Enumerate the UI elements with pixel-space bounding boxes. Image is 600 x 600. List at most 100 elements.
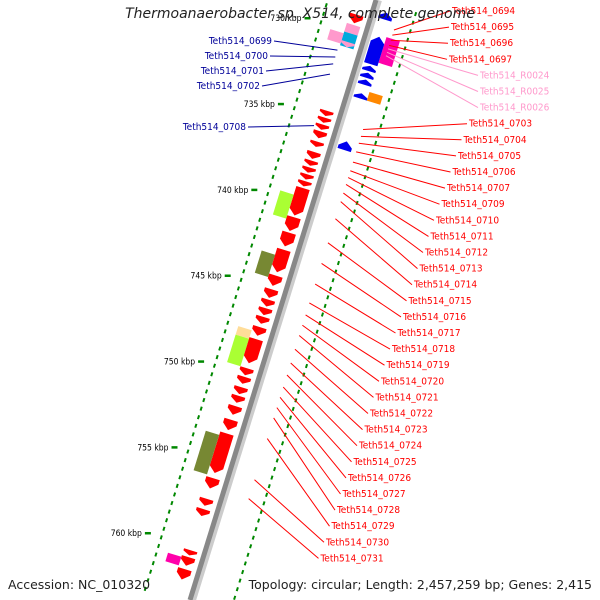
- left-gene-label[interactable]: Teth514_0699: [208, 36, 272, 47]
- gene-feature[interactable]: [165, 552, 182, 566]
- gene-feature[interactable]: [227, 334, 249, 367]
- gene-feature[interactable]: [284, 215, 301, 231]
- right-gene-label[interactable]: Teth514_0704: [463, 135, 527, 146]
- gene-feature[interactable]: [272, 247, 291, 273]
- gene-feature[interactable]: [319, 108, 334, 116]
- gene-feature[interactable]: [297, 179, 312, 187]
- gene-feature[interactable]: [378, 37, 400, 67]
- right-gene-label[interactable]: Teth514_0722: [369, 409, 433, 420]
- gene-feature[interactable]: [272, 190, 294, 219]
- right-label-connector: [360, 135, 462, 141]
- right-gene-label[interactable]: Teth514_0709: [441, 199, 505, 210]
- gene-feature[interactable]: [180, 555, 196, 566]
- gene-feature[interactable]: [337, 141, 352, 153]
- gene-feature[interactable]: [353, 93, 368, 101]
- minor-tick: [239, 277, 243, 283]
- right-gene-label[interactable]: Teth514_0712: [424, 248, 488, 259]
- gene-feature[interactable]: [193, 430, 220, 475]
- gene-feature[interactable]: [243, 337, 263, 364]
- right-gene-label[interactable]: Teth514_R0025: [479, 87, 549, 98]
- left-gene-label[interactable]: Teth514_0701: [200, 66, 264, 77]
- right-gene-label[interactable]: Teth514_0731: [320, 553, 384, 564]
- gene-feature[interactable]: [258, 306, 273, 316]
- gene-feature[interactable]: [183, 548, 198, 556]
- gene-feature[interactable]: [357, 79, 372, 87]
- gene-feature[interactable]: [317, 115, 332, 123]
- right-gene-label[interactable]: Teth514_0695: [450, 22, 514, 33]
- right-gene-label[interactable]: Teth514_0726: [347, 473, 411, 484]
- gene-feature[interactable]: [227, 404, 243, 415]
- right-gene-label[interactable]: Teth514_0711: [430, 231, 494, 242]
- right-gene-label[interactable]: Teth514_0728: [336, 505, 400, 516]
- right-gene-label[interactable]: Teth514_R0026: [479, 103, 550, 114]
- right-gene-label[interactable]: Teth514_0716: [402, 312, 466, 323]
- right-gene-label[interactable]: Teth514_0723: [364, 425, 428, 436]
- right-gene-label[interactable]: Teth514_0730: [325, 537, 389, 548]
- right-gene-label[interactable]: Teth514_0725: [353, 457, 417, 468]
- minor-tick: [246, 552, 250, 558]
- right-gene-label[interactable]: Teth514_0706: [452, 167, 516, 178]
- right-gene-label[interactable]: Teth514_0715: [408, 296, 472, 307]
- gene-feature[interactable]: [263, 287, 279, 298]
- right-gene-label[interactable]: Teth514_0710: [435, 215, 499, 226]
- gene-feature[interactable]: [209, 431, 234, 474]
- minor-tick: [323, 303, 327, 309]
- gene-feature[interactable]: [267, 273, 283, 286]
- gene-feature[interactable]: [310, 139, 325, 147]
- gene-feature[interactable]: [237, 374, 252, 384]
- gene-feature[interactable]: [196, 507, 211, 516]
- gene-feature[interactable]: [344, 22, 361, 36]
- gene-feature[interactable]: [304, 158, 319, 166]
- right-gene-label[interactable]: Teth514_0729: [331, 521, 395, 532]
- gene-feature[interactable]: [366, 92, 383, 105]
- right-gene-label[interactable]: Teth514_0717: [397, 328, 461, 339]
- minor-tick: [243, 561, 247, 566]
- right-gene-label[interactable]: Teth514_0724: [358, 441, 422, 452]
- gene-feature[interactable]: [280, 230, 296, 247]
- gene-feature[interactable]: [315, 122, 330, 130]
- gene-feature[interactable]: [254, 250, 276, 278]
- gene-feature[interactable]: [361, 65, 376, 74]
- gene-feature[interactable]: [260, 297, 276, 307]
- gene-feature[interactable]: [176, 567, 192, 580]
- gene-feature[interactable]: [306, 149, 321, 159]
- gene-feature[interactable]: [377, 12, 393, 22]
- right-gene-label[interactable]: Teth514_0720: [380, 376, 444, 387]
- gene-feature[interactable]: [359, 72, 374, 80]
- right-gene-label[interactable]: Teth514_0696: [449, 38, 513, 49]
- right-gene-label[interactable]: Teth514_0703: [468, 119, 532, 130]
- gene-feature[interactable]: [364, 36, 385, 67]
- gene-feature[interactable]: [231, 393, 246, 403]
- right-gene-label[interactable]: Teth514_0718: [391, 344, 455, 355]
- gene-feature[interactable]: [239, 366, 254, 376]
- right-gene-label[interactable]: Teth514_R0024: [479, 70, 550, 81]
- gene-feature[interactable]: [255, 314, 270, 324]
- gene-feature[interactable]: [341, 40, 355, 48]
- gene-feature[interactable]: [205, 476, 220, 489]
- gene-feature[interactable]: [223, 417, 238, 431]
- right-gene-label[interactable]: Teth514_0714: [413, 280, 477, 291]
- gene-feature[interactable]: [235, 326, 252, 339]
- right-gene-label[interactable]: Teth514_0721: [375, 392, 439, 403]
- gene-feature[interactable]: [199, 496, 214, 506]
- gene-feature[interactable]: [300, 172, 314, 180]
- gene-feature[interactable]: [349, 12, 364, 24]
- right-gene-label[interactable]: Teth514_0707: [446, 183, 510, 194]
- gene-feature[interactable]: [233, 385, 248, 395]
- gene-feature[interactable]: [289, 186, 310, 216]
- minor-tick: [278, 449, 282, 455]
- right-gene-label[interactable]: Teth514_0697: [448, 54, 512, 65]
- left-gene-label[interactable]: Teth514_0702: [196, 81, 260, 92]
- gene-feature[interactable]: [313, 129, 328, 139]
- right-gene-label[interactable]: Teth514_0727: [342, 489, 406, 500]
- gene-feature[interactable]: [327, 29, 344, 44]
- left-gene-label[interactable]: Teth514_0708: [182, 122, 246, 133]
- gene-feature[interactable]: [252, 325, 267, 336]
- minor-tick: [275, 458, 279, 463]
- right-gene-label[interactable]: Teth514_0694: [451, 6, 515, 17]
- left-gene-label[interactable]: Teth514_0700: [204, 51, 268, 62]
- right-gene-label[interactable]: Teth514_0705: [457, 151, 521, 162]
- right-gene-label[interactable]: Teth514_0713: [419, 264, 483, 275]
- gene-feature[interactable]: [302, 165, 317, 173]
- right-gene-label[interactable]: Teth514_0719: [386, 360, 450, 371]
